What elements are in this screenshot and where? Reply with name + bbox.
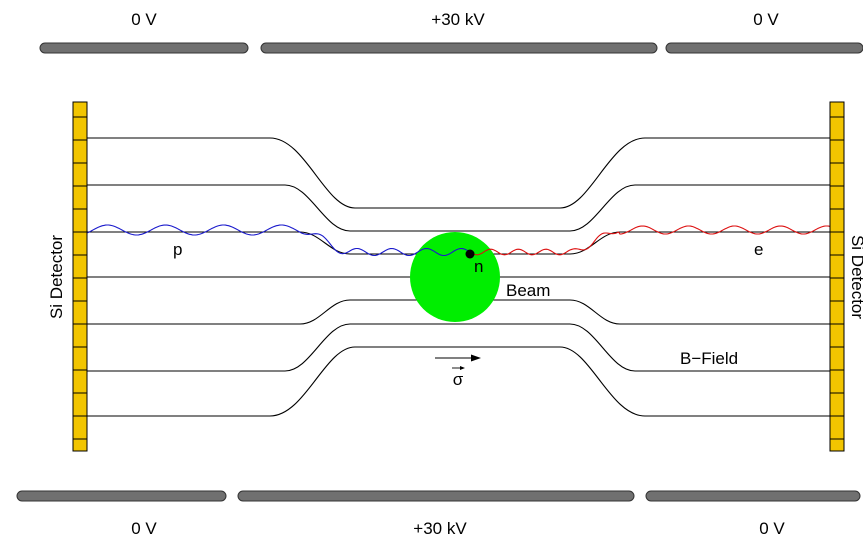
- bottom-electrode-left: [16, 490, 227, 502]
- left-detector-label: Si Detector: [47, 235, 66, 319]
- proton-label: p: [173, 240, 182, 259]
- field-line-2: [87, 184, 830, 232]
- top-center-voltage: +30 kV: [431, 10, 485, 29]
- field-line-7: [87, 346, 830, 417]
- bottom-electrode-center: [237, 490, 635, 502]
- neutron-beam: [410, 232, 500, 322]
- right-arrow-icon: [435, 354, 481, 362]
- top-electrode-center: [260, 42, 658, 54]
- neutron-label: n: [474, 257, 483, 276]
- polarization-label: σ: [453, 370, 464, 389]
- field-line-6: [87, 323, 830, 372]
- vector-arrow-icon: [452, 366, 465, 370]
- field-line-1: [87, 137, 830, 209]
- top-electrodes: [39, 42, 863, 54]
- top-electrode-left: [39, 42, 249, 54]
- top-left-voltage: 0 V: [131, 10, 157, 29]
- right-detector-label: Si Detector: [848, 235, 863, 319]
- right-si-detector: [829, 101, 845, 452]
- neutron-decay-vertex: [465, 249, 475, 259]
- b-field-label: B−Field: [680, 349, 738, 368]
- bottom-electrode-right: [645, 490, 861, 502]
- bottom-right-voltage: 0 V: [759, 519, 785, 538]
- bottom-electrodes: [16, 490, 861, 502]
- top-right-voltage: 0 V: [753, 10, 779, 29]
- bottom-center-voltage: +30 kV: [413, 519, 467, 538]
- left-si-detector: [72, 101, 88, 452]
- electron-label: e: [754, 240, 763, 259]
- beam-label: Beam: [506, 281, 550, 300]
- top-electrode-right: [665, 42, 863, 54]
- proton-track: [87, 224, 471, 257]
- electron-track: [469, 225, 831, 256]
- bottom-left-voltage: 0 V: [131, 519, 157, 538]
